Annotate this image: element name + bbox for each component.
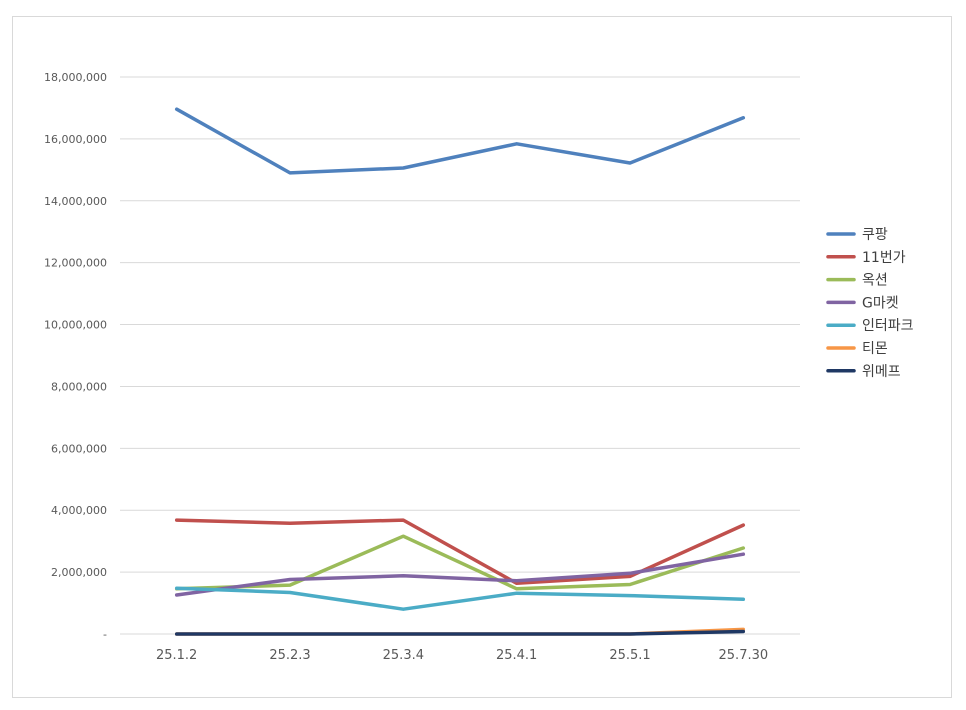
series-line bbox=[174, 534, 746, 591]
series-line bbox=[174, 518, 746, 586]
series-line bbox=[174, 107, 746, 175]
series-line bbox=[174, 629, 746, 636]
legend-label: 인터파크 bbox=[862, 318, 914, 334]
y-tick-label: 18,000,000 bbox=[44, 71, 107, 84]
legend-label: 옥션 bbox=[862, 273, 888, 289]
legend-label: 티몬 bbox=[862, 341, 888, 357]
x-tick-label: 25.7.30 bbox=[719, 648, 769, 663]
series-lines bbox=[174, 107, 746, 636]
x-tick-label: 25.2.3 bbox=[269, 648, 310, 663]
y-tick-label: 2,000,000 bbox=[51, 566, 107, 579]
y-tick-label: 16,000,000 bbox=[44, 133, 107, 146]
y-tick-label: 6,000,000 bbox=[51, 442, 107, 455]
legend-label: 쿠팡 bbox=[862, 227, 888, 243]
legend-label: 11번가 bbox=[862, 250, 906, 266]
y-tick-label: 14,000,000 bbox=[44, 195, 107, 208]
legend-label: G마켓 bbox=[862, 295, 899, 311]
y-tick-label: 10,000,000 bbox=[44, 319, 107, 332]
x-axis-ticks: 25.1.2 25.2.3 25.3.4 25.4.1 25.5.1 25.7.30 bbox=[156, 648, 768, 663]
chart-frame bbox=[12, 16, 952, 698]
legend-label: 위메프 bbox=[862, 364, 901, 380]
y-tick-label: 8,000,000 bbox=[51, 380, 107, 393]
y-tick-label: - bbox=[103, 628, 107, 641]
y-axis-ticks: - 2,000,000 4,000,000 6,000,000 8,000,000 10,… bbox=[44, 71, 107, 641]
x-tick-label: 25.3.4 bbox=[383, 648, 424, 663]
x-tick-label: 25.1.2 bbox=[156, 648, 197, 663]
y-tick-label: 4,000,000 bbox=[51, 504, 107, 517]
series-line bbox=[174, 552, 746, 597]
x-tick-label: 25.5.1 bbox=[609, 648, 650, 663]
series-line bbox=[174, 586, 746, 611]
x-tick-label: 25.4.1 bbox=[496, 648, 537, 663]
y-tick-label: 12,000,000 bbox=[44, 257, 107, 270]
